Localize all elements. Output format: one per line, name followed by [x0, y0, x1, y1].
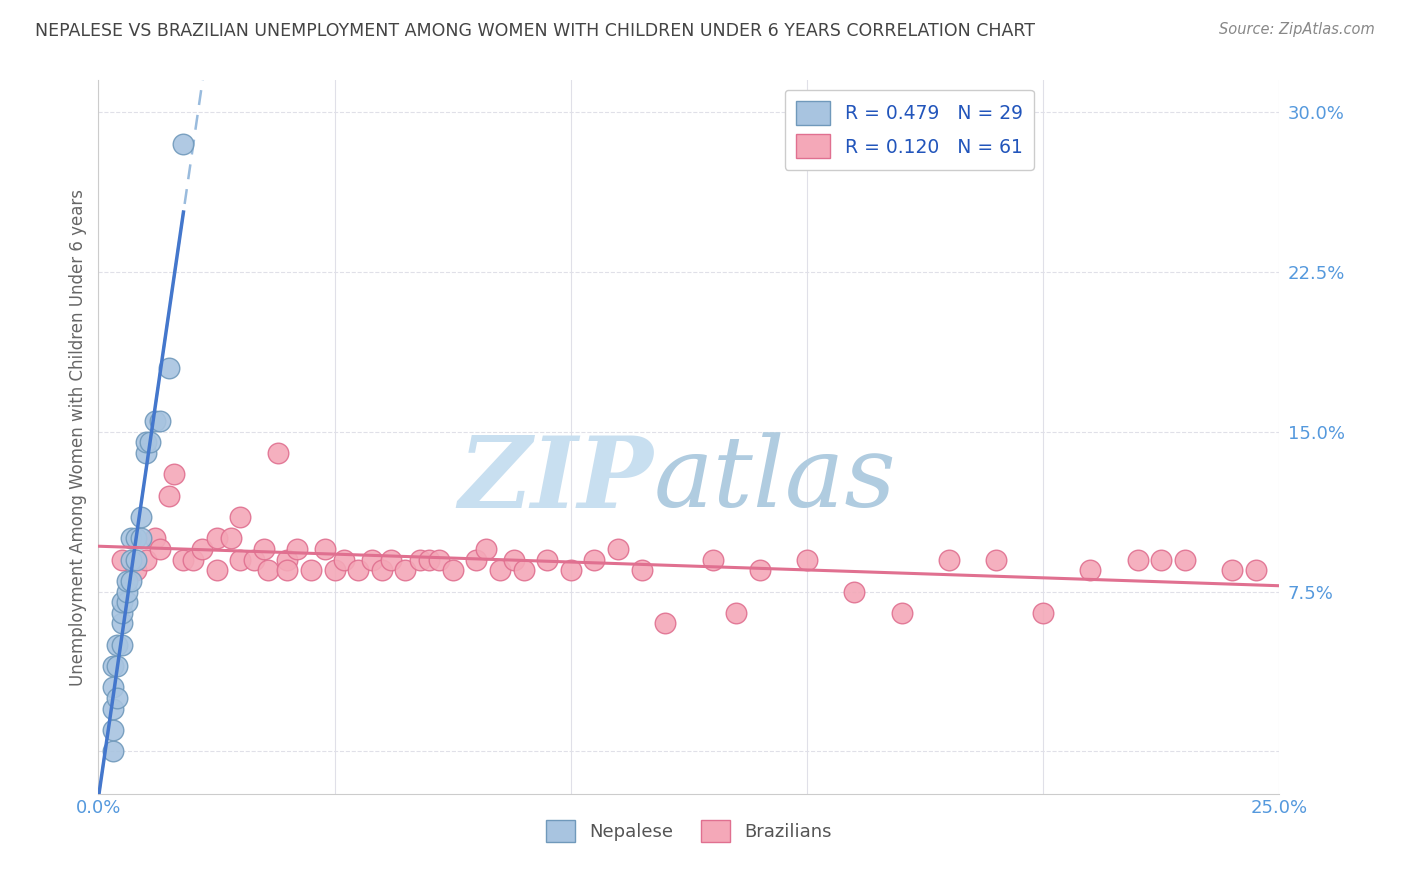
- Point: [1032, 606, 1054, 620]
- Point: [172, 137, 194, 152]
- Point: [101, 659, 124, 673]
- Point: [371, 563, 394, 577]
- Point: [111, 552, 134, 566]
- Point: [101, 681, 124, 695]
- Point: [229, 552, 252, 566]
- Point: [205, 563, 228, 577]
- Point: [475, 541, 498, 556]
- Point: [125, 552, 148, 566]
- Point: [121, 574, 143, 588]
- Point: [267, 446, 290, 460]
- Point: [748, 563, 770, 577]
- Point: [205, 531, 228, 545]
- Point: [111, 616, 134, 631]
- Point: [394, 563, 416, 577]
- Point: [115, 574, 138, 588]
- Point: [380, 552, 402, 566]
- Point: [157, 360, 180, 375]
- Point: [465, 552, 488, 566]
- Point: [149, 541, 172, 556]
- Point: [427, 552, 450, 566]
- Point: [135, 446, 157, 460]
- Point: [1126, 552, 1149, 566]
- Point: [890, 606, 912, 620]
- Point: [347, 563, 370, 577]
- Y-axis label: Unemployment Among Women with Children Under 6 years: Unemployment Among Women with Children U…: [69, 188, 87, 686]
- Point: [536, 552, 558, 566]
- Point: [314, 541, 336, 556]
- Point: [1244, 563, 1267, 577]
- Point: [172, 552, 194, 566]
- Point: [135, 552, 157, 566]
- Text: Source: ZipAtlas.com: Source: ZipAtlas.com: [1219, 22, 1375, 37]
- Point: [111, 595, 134, 609]
- Point: [105, 691, 128, 706]
- Point: [276, 552, 298, 566]
- Point: [125, 563, 148, 577]
- Point: [121, 531, 143, 545]
- Point: [125, 531, 148, 545]
- Point: [512, 563, 534, 577]
- Point: [143, 414, 166, 428]
- Point: [143, 531, 166, 545]
- Point: [111, 606, 134, 620]
- Point: [157, 489, 180, 503]
- Point: [333, 552, 356, 566]
- Point: [149, 414, 172, 428]
- Point: [1150, 552, 1173, 566]
- Point: [503, 552, 526, 566]
- Point: [796, 552, 818, 566]
- Point: [105, 638, 128, 652]
- Point: [229, 510, 252, 524]
- Point: [129, 510, 152, 524]
- Point: [129, 531, 152, 545]
- Point: [418, 552, 440, 566]
- Point: [257, 563, 280, 577]
- Point: [583, 552, 606, 566]
- Point: [191, 541, 214, 556]
- Point: [219, 531, 242, 545]
- Point: [276, 563, 298, 577]
- Point: [121, 552, 143, 566]
- Point: [361, 552, 384, 566]
- Point: [560, 563, 582, 577]
- Point: [139, 435, 162, 450]
- Point: [135, 435, 157, 450]
- Point: [630, 563, 652, 577]
- Point: [105, 659, 128, 673]
- Point: [984, 552, 1007, 566]
- Point: [299, 563, 322, 577]
- Point: [702, 552, 724, 566]
- Point: [938, 552, 960, 566]
- Point: [243, 552, 266, 566]
- Point: [1220, 563, 1243, 577]
- Point: [111, 638, 134, 652]
- Point: [607, 541, 630, 556]
- Point: [725, 606, 748, 620]
- Point: [654, 616, 676, 631]
- Text: ZIP: ZIP: [458, 432, 654, 528]
- Point: [101, 701, 124, 715]
- Point: [844, 584, 866, 599]
- Point: [1080, 563, 1102, 577]
- Point: [101, 723, 124, 737]
- Point: [323, 563, 346, 577]
- Point: [441, 563, 464, 577]
- Point: [285, 541, 308, 556]
- Point: [408, 552, 430, 566]
- Point: [1174, 552, 1197, 566]
- Point: [163, 467, 186, 482]
- Point: [253, 541, 276, 556]
- Point: [115, 595, 138, 609]
- Point: [115, 584, 138, 599]
- Text: atlas: atlas: [654, 433, 896, 527]
- Point: [489, 563, 512, 577]
- Legend: Nepalese, Brazilians: Nepalese, Brazilians: [538, 813, 839, 849]
- Text: NEPALESE VS BRAZILIAN UNEMPLOYMENT AMONG WOMEN WITH CHILDREN UNDER 6 YEARS CORRE: NEPALESE VS BRAZILIAN UNEMPLOYMENT AMONG…: [35, 22, 1035, 40]
- Point: [181, 552, 204, 566]
- Point: [101, 744, 124, 758]
